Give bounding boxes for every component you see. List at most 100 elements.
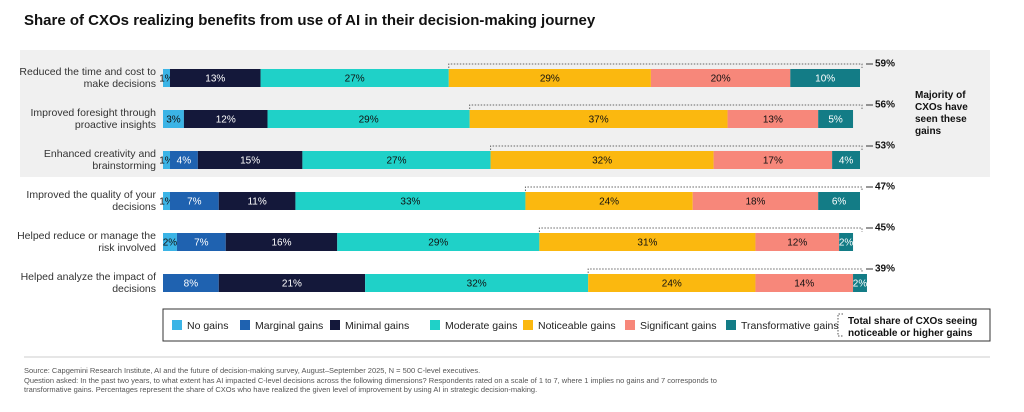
bar-segment: [490, 151, 714, 169]
total-label: 45%: [875, 223, 895, 234]
legend-label: Transformative gains: [741, 320, 839, 332]
total-bracket: [490, 145, 863, 150]
bar-segment: [225, 233, 338, 251]
source: Source: Capgemini Research Institute, AI…: [24, 366, 724, 395]
value-label: 4%: [839, 156, 854, 167]
value-label: 13%: [763, 115, 783, 126]
value-label: 31%: [637, 238, 657, 249]
value-label: 17%: [763, 156, 783, 167]
value-label: 7%: [187, 197, 202, 208]
total-label: 56%: [875, 100, 895, 111]
bar-segment: [755, 233, 840, 251]
bar-segment: [197, 151, 303, 169]
legend-label: Moderate gains: [445, 320, 517, 332]
bar-segment: [176, 233, 226, 251]
value-label: 15%: [240, 156, 260, 167]
value-label: 20%: [711, 74, 731, 85]
bar-segment: [832, 151, 860, 169]
legend-swatch: [726, 320, 736, 330]
legend-swatch: [330, 320, 340, 330]
category-label: Helped analyze the impact of decisions: [20, 271, 156, 295]
value-label: 13%: [205, 74, 225, 85]
bar-segment: [539, 233, 756, 251]
bar-segment: [295, 192, 526, 210]
bar-segment: [365, 274, 589, 292]
bar-segment: [713, 151, 833, 169]
value-label: 1%: [159, 74, 174, 85]
legend-swatch: [240, 320, 250, 330]
value-label: 29%: [540, 74, 560, 85]
bar-segment: [169, 69, 261, 87]
value-label: 24%: [662, 279, 682, 290]
bar-segment: [163, 110, 184, 128]
bar-segment: [260, 69, 449, 87]
bar-segment: [692, 192, 819, 210]
value-label: 16%: [271, 238, 291, 249]
bar-segment: [302, 151, 491, 169]
value-label: 18%: [745, 197, 765, 208]
bar-segment: [525, 192, 693, 210]
value-label: 4%: [177, 156, 192, 167]
bar-segment: [163, 233, 177, 251]
bar-segment: [218, 192, 296, 210]
value-label: 3%: [166, 115, 181, 126]
legend-box: [162, 308, 991, 342]
bar-segment: [790, 69, 860, 87]
total-bracket: [448, 63, 863, 68]
bar-segment: [755, 274, 854, 292]
value-label: 5%: [828, 115, 843, 126]
value-label: 1%: [159, 197, 174, 208]
bar-segment: [818, 192, 860, 210]
legend-label: Noticeable gains: [538, 320, 616, 332]
bar-segment: [588, 274, 756, 292]
bar-segment: [853, 274, 867, 292]
value-label: 24%: [599, 197, 619, 208]
value-label: 12%: [787, 238, 807, 249]
value-label: 2%: [853, 279, 868, 290]
value-label: 21%: [282, 279, 302, 290]
legend-swatch: [172, 320, 182, 330]
legend-label: Marginal gains: [255, 320, 323, 332]
total-label: 39%: [875, 264, 895, 275]
value-label: 12%: [216, 115, 236, 126]
value-label: 32%: [467, 279, 487, 290]
category-label: Helped reduce or manage the risk involve…: [17, 230, 156, 254]
value-label: 29%: [428, 238, 448, 249]
annotation: Majority of CXOs have seen these gains: [915, 90, 968, 137]
total-bracket: [538, 227, 863, 232]
bar-segment: [839, 233, 854, 251]
legend-label: Minimal gains: [345, 320, 409, 332]
value-label: 1%: [159, 156, 174, 167]
legend-swatch: [523, 320, 533, 330]
value-label: 14%: [794, 279, 814, 290]
value-label: 7%: [194, 238, 209, 249]
bar-segment: [163, 192, 170, 210]
totals-note: Total share of CXOs seeing noticeable or…: [848, 316, 978, 339]
value-label: 29%: [359, 115, 379, 126]
value-label: 11%: [247, 197, 266, 208]
total-label: 59%: [875, 59, 895, 70]
value-label: 27%: [345, 74, 365, 85]
bar-segment: [169, 151, 198, 169]
bar-segment: [163, 151, 170, 169]
total-label: 47%: [875, 182, 895, 193]
value-label: 32%: [592, 156, 612, 167]
value-label: 2%: [163, 238, 178, 249]
legend-label: Significant gains: [640, 320, 716, 332]
bar-segment: [727, 110, 819, 128]
chart-title: Share of CXOs realizing benefits from us…: [24, 12, 596, 29]
bar-segment: [818, 110, 854, 128]
bar-segment: [183, 110, 268, 128]
bar-segment: [267, 110, 470, 128]
value-label: 33%: [400, 197, 420, 208]
bar-segment: [337, 233, 540, 251]
bar-segment: [163, 69, 170, 87]
value-label: 27%: [386, 156, 406, 167]
bracket: [837, 313, 843, 337]
legend-swatch: [430, 320, 440, 330]
value-label: 2%: [839, 238, 854, 249]
value-label: 6%: [832, 197, 847, 208]
legend-label: No gains: [187, 320, 228, 332]
